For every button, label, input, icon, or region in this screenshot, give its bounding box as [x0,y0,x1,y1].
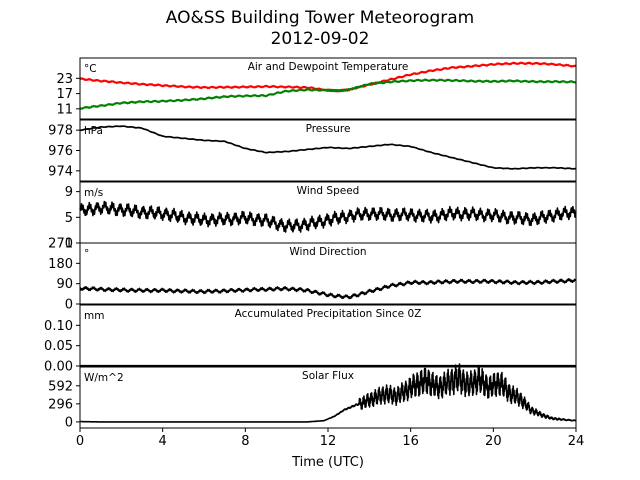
panel-unit: hPa [84,125,103,137]
series-line-0-1 [79,78,577,110]
panel-title: Wind Speed [297,185,360,197]
panel-1: 974 976 978 Pressure hPa [48,119,577,182]
x-tick-label: 20 [485,434,502,449]
x-tick-label: 24 [568,434,585,449]
time-axis: 0 4 8 12 16 20 24 [76,434,584,449]
panel-4: 0.00 0.05 0.10 Accumulated Precipitation Si… [44,304,577,375]
panel-title: Accumulated Precipitation Since 0Z [235,308,422,320]
series-line-1-0 [79,125,577,170]
series-line-5-0 [79,363,577,423]
x-tick-label: 4 [159,434,167,449]
y-tick-label: 180 [48,257,73,272]
panel-unit: ° [84,248,89,260]
figure-title: AO&SS Building Tower Meteorogram [165,8,475,28]
panel-unit: m/s [84,187,103,199]
panel-2: 1 5 9 Wind Speed m/s [65,181,577,252]
panel-frame [79,304,577,367]
y-tick-label: 17 [56,87,73,102]
y-tick-label: 23 [56,72,73,87]
panel-title: Pressure [306,123,351,135]
panel-unit: °C [84,63,97,75]
x-tick-label: 12 [320,434,337,449]
panel-title: Solar Flux [302,370,354,382]
x-tick-label: 16 [402,434,419,449]
panel-unit: mm [84,310,104,322]
y-tick-label: 0 [65,298,73,313]
panel-title: Wind Direction [289,246,366,258]
panel-unit: W/m^2 [84,372,124,384]
y-tick-label: 90 [56,277,73,292]
y-tick-label: 0.00 [44,360,73,375]
series-line-3-0 [79,278,577,300]
figure-date: 2012-09-02 [270,29,370,49]
y-tick-label: 296 [48,397,73,412]
panel-frame [79,242,577,305]
y-tick-label: 5 [65,211,73,226]
x-tick-label: 0 [76,434,84,449]
x-tick-label: 8 [241,434,249,449]
panel-5: 0 296 592 Solar Flux W/m^2 [48,363,577,432]
panel-3: 0 90 180 270 Wind Direction ° [48,237,577,313]
x-axis-label: Time (UTC) [291,455,364,470]
y-tick-label: 0.05 [44,339,73,354]
y-tick-label: 0 [65,415,73,430]
y-tick-label: 0.10 [44,319,73,334]
y-tick-label: 974 [48,164,73,179]
y-tick-label: 11 [56,102,73,117]
y-tick-label: 976 [48,144,73,159]
y-tick-label: 270 [48,237,73,252]
y-tick-label: 978 [48,124,73,139]
panel-title: Air and Dewpoint Temperature [248,61,409,73]
series-line-2-0 [79,200,577,233]
y-tick-label: 9 [65,185,73,200]
panel-frame [79,57,577,120]
y-tick-label: 592 [48,379,73,394]
y-tick-label: 1 [65,237,73,252]
